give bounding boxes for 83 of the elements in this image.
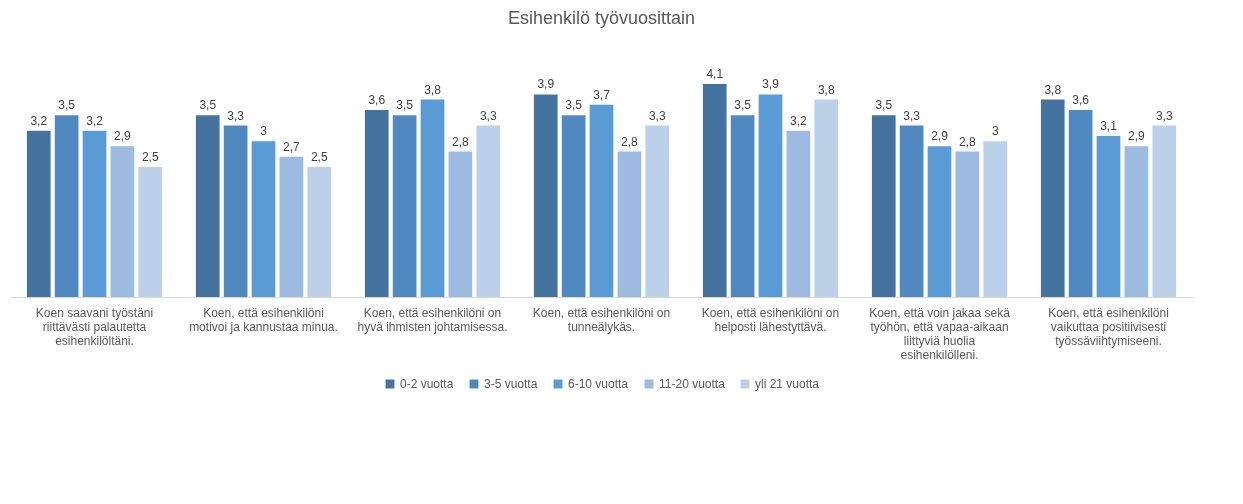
- data-label: 3,7: [593, 87, 611, 102]
- bar: [420, 99, 445, 297]
- bar: [110, 146, 135, 297]
- data-label: 3,2: [790, 113, 808, 128]
- x-tick-label: Koen, että esihenkilöni on helposti lähestyttävä.: [701, 305, 840, 334]
- data-label: 3,5: [875, 98, 893, 113]
- x-tick-label: Koen, että voin jakaa sekä työhön, että vapaa-aikaan liittyviä huolia esihenkilölleni.: [869, 305, 1011, 362]
- bar: [955, 151, 980, 297]
- data-label: 3,8: [1044, 82, 1062, 97]
- data-label: 3,5: [396, 98, 414, 113]
- x-tick-label: Koen, että esihenkilöni on tunneälykäs.: [532, 305, 671, 334]
- bar: [983, 141, 1008, 297]
- data-label: 3: [991, 124, 999, 139]
- data-label: 3,5: [58, 98, 76, 113]
- bar: [448, 151, 473, 297]
- bar: [392, 115, 417, 297]
- bar: [195, 115, 220, 297]
- legend-label: yli 21 vuotta: [755, 377, 820, 391]
- data-label: 3,5: [199, 98, 217, 113]
- data-label: 2,7: [283, 139, 301, 154]
- legend-label: 11-20 vuotta: [659, 377, 726, 391]
- data-label: 3,3: [648, 108, 666, 123]
- bar: [1096, 135, 1121, 297]
- data-label: 3: [260, 124, 268, 139]
- data-label: 3,6: [1072, 92, 1090, 107]
- bar: [82, 130, 107, 297]
- bar: [307, 167, 332, 297]
- data-label: 3,2: [30, 113, 48, 128]
- data-label: 3,9: [537, 77, 555, 92]
- bar: [54, 115, 79, 297]
- legend-label: 0-2 vuotta: [400, 377, 454, 391]
- bar: [26, 130, 51, 297]
- data-label: 2,8: [621, 134, 639, 149]
- x-tick-label: Koen, että esihenkilöni vaikuttaa positiivisesti työssäviihtymiseeni.: [1048, 305, 1169, 348]
- data-label: 3,3: [903, 108, 921, 123]
- data-label: 3,6: [368, 92, 386, 107]
- data-label: 4,1: [706, 67, 724, 81]
- bar: [1124, 146, 1149, 297]
- bar: [617, 151, 642, 297]
- legend-label: 3-5 vuotta: [484, 377, 538, 391]
- data-label: 3,2: [86, 113, 104, 128]
- bar: [561, 115, 586, 297]
- bar: [814, 99, 839, 297]
- legend-label: 6-10 vuotta: [568, 377, 629, 391]
- bar: [364, 109, 389, 297]
- data-label: 3,1: [1100, 118, 1118, 133]
- data-label: 3,5: [734, 98, 752, 113]
- bar: [279, 156, 304, 297]
- bar: [702, 84, 727, 297]
- data-label: 3,3: [1155, 108, 1173, 123]
- bar: [1152, 125, 1177, 297]
- chart-title: Esihenkilö työvuosittain: [507, 8, 696, 28]
- data-label: 3,8: [817, 82, 835, 97]
- data-label: 2,9: [1128, 129, 1146, 144]
- bar: [533, 94, 558, 297]
- bar: [645, 125, 670, 297]
- bar: [730, 115, 755, 297]
- bar: [589, 104, 614, 297]
- bar: [1040, 99, 1065, 297]
- bar: [758, 94, 783, 297]
- data-label: 3,3: [479, 108, 497, 123]
- bar: [138, 167, 163, 297]
- x-tick-label: Koen saavani työstäni riittävästi palautetta esihenkilöltäni.: [35, 305, 154, 348]
- data-label: 2,9: [114, 129, 132, 144]
- bar: [871, 115, 896, 297]
- bar: [223, 125, 248, 297]
- data-label: 2,5: [310, 150, 328, 165]
- data-label: 3,8: [424, 82, 442, 97]
- data-label: 2,5: [141, 150, 159, 165]
- bar: [786, 130, 811, 297]
- data-label: 2,9: [931, 129, 949, 144]
- data-label: 3,5: [565, 98, 583, 113]
- x-tick-label: Koen, että esihenkilöni motivoi ja kannustaa minua.: [189, 305, 338, 334]
- data-label: 2,8: [452, 134, 470, 149]
- data-label: 3,3: [227, 108, 245, 123]
- data-label: 2,8: [959, 134, 977, 149]
- bar: [251, 141, 276, 297]
- x-tick-label: Koen, että esihenkilöni on hyvä ihmisten johtamisessa.: [357, 305, 508, 334]
- data-label: 3,9: [762, 77, 780, 92]
- bar: [899, 125, 924, 297]
- bar: [927, 146, 952, 297]
- bar: [1068, 109, 1093, 297]
- bar: [476, 125, 501, 297]
